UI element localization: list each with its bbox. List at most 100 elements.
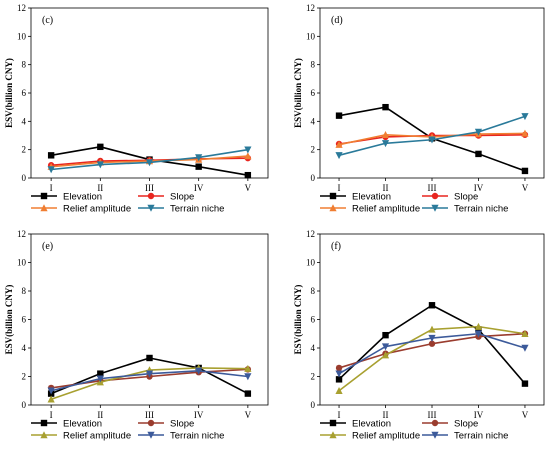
legend-label: Terrain niche: [454, 431, 508, 442]
legend-item: Slope: [138, 192, 194, 203]
legend-label: Terrain niche: [454, 204, 508, 215]
x-tick-label: II: [97, 410, 103, 420]
series-terrain-niche: [335, 113, 529, 160]
legend-label: Elevation: [352, 419, 391, 430]
legend-marker: [147, 431, 155, 439]
data-point: [335, 112, 343, 119]
legend-marker: [329, 192, 337, 200]
data-point: [47, 387, 55, 395]
y-tick-label: 4: [311, 116, 316, 126]
data-point: [521, 380, 529, 387]
y-tick-label: 10: [306, 31, 316, 41]
data-point: [382, 331, 389, 339]
y-tick-label: 10: [17, 31, 27, 41]
data-point: [474, 322, 483, 330]
legend-marker: [431, 431, 439, 439]
series-terrain-niche: [335, 330, 529, 378]
data-point: [244, 390, 252, 397]
legend-label: Elevation: [63, 192, 102, 203]
legend-label: Relief amplitude: [352, 204, 420, 215]
data-point: [335, 376, 343, 383]
y-tick-label: 4: [311, 343, 316, 353]
data-point: [428, 302, 436, 309]
legend-item: Elevation: [320, 419, 391, 430]
panel-label: (e): [42, 241, 53, 252]
data-point: [335, 364, 343, 372]
legend-label: Slope: [170, 419, 194, 430]
y-tick-label: 10: [306, 258, 316, 268]
panel-label: (d): [331, 15, 343, 26]
legend-item: Relief amplitude: [31, 204, 131, 215]
legend-item: Elevation: [31, 419, 102, 430]
legend-item: Terrain niche: [422, 204, 508, 215]
legend: Elevation Slope Relief amplitude Terrain ni…: [31, 192, 224, 215]
legend-item: Terrain niche: [138, 204, 224, 215]
x-tick-label: I: [50, 410, 53, 420]
y-tick-label: 6: [311, 315, 316, 325]
data-point: [475, 150, 482, 158]
data-point: [428, 334, 436, 342]
data-point: [96, 161, 104, 169]
y-tick-label: 0: [22, 173, 27, 183]
data-point: [145, 159, 154, 167]
data-point: [521, 129, 529, 137]
y-tick-label: 0: [311, 173, 316, 183]
data-point: [428, 340, 436, 347]
y-tick-label: 6: [311, 88, 316, 98]
legend: Elevation Slope Relief amplitude Terrain ni…: [320, 419, 508, 442]
data-point: [381, 130, 390, 138]
x-tick-label: IV: [474, 183, 484, 193]
data-point: [47, 395, 55, 403]
legend-label: Terrain niche: [170, 204, 224, 215]
legend-item: Slope: [422, 192, 478, 203]
x-tick-label: I: [338, 410, 341, 420]
x-tick-label: V: [245, 410, 252, 420]
x-tick-label: II: [383, 410, 389, 420]
data-point: [335, 152, 343, 160]
legend-label: Terrain niche: [170, 431, 224, 442]
legend-label: Slope: [454, 192, 478, 203]
legend-item: Slope: [138, 419, 194, 430]
data-point: [195, 367, 203, 375]
data-point: [97, 143, 104, 151]
data-point: [244, 152, 252, 160]
legend-marker: [431, 204, 439, 212]
x-tick-label: V: [522, 410, 529, 420]
x-tick-label: III: [428, 410, 437, 420]
legend-label: Elevation: [63, 419, 102, 430]
legend: Elevation Slope Relief amplitude Terrain ni…: [31, 419, 224, 442]
x-tick-label: I: [50, 183, 53, 193]
x-tick-label: III: [428, 183, 437, 193]
y-tick-label: 12: [17, 229, 26, 239]
data-point: [244, 373, 252, 381]
data-point: [145, 370, 154, 378]
x-tick-label: II: [97, 183, 103, 193]
x-tick-label: I: [338, 183, 341, 193]
legend-item: Elevation: [31, 192, 102, 203]
data-point: [47, 166, 55, 174]
legend-marker: [147, 419, 155, 427]
data-point: [195, 154, 203, 162]
legend-marker: [40, 192, 48, 200]
y-tick-label: 12: [306, 3, 315, 13]
legend-marker: [147, 204, 155, 212]
legend-marker: [40, 431, 48, 439]
data-point: [47, 152, 55, 159]
legend-marker: [329, 431, 337, 439]
data-point: [381, 343, 390, 351]
y-tick-label: 8: [311, 60, 316, 70]
data-point: [96, 375, 104, 383]
y-tick-label: 8: [22, 60, 27, 70]
legend-item: Relief amplitude: [31, 431, 131, 442]
y-tick-label: 12: [17, 3, 26, 13]
y-axis-label: ESV(billion CNY): [4, 58, 14, 128]
data-point: [335, 140, 343, 148]
x-tick-label: IV: [474, 410, 484, 420]
data-point: [335, 370, 343, 378]
y-tick-label: 2: [311, 145, 316, 155]
